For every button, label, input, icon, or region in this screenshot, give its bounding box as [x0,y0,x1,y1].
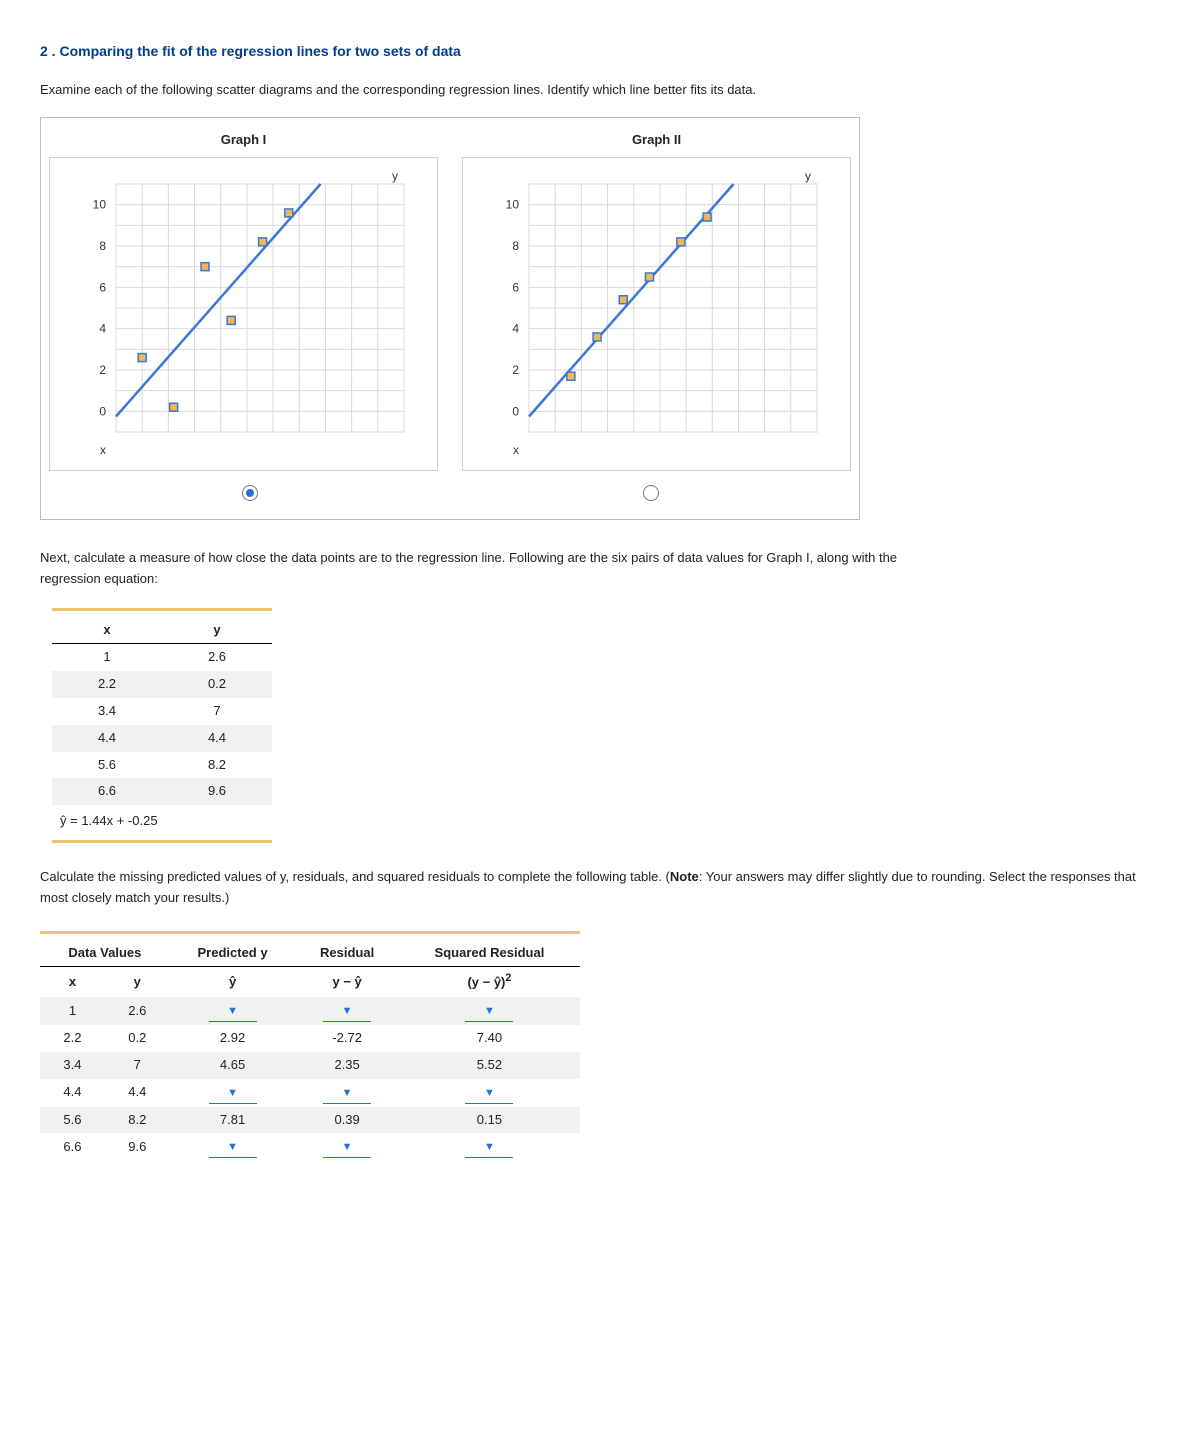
question-title: 2 . Comparing the fit of the regression … [40,40,1160,62]
calc-cell: 1 [40,997,105,1025]
calc-cell: 2.2 [40,1025,105,1052]
calc-sub-header: ŷ [170,967,296,998]
svg-text:x: x [513,443,519,457]
svg-text:6: 6 [512,280,519,294]
paragraph-2: Next, calculate a measure of how close t… [40,548,1160,590]
calc-cell: 3.4 [40,1052,105,1079]
graph-1-title: Graph I [49,126,438,157]
calc-cell: 9.6 [105,1133,170,1161]
xy-cell: 4.4 [162,725,272,752]
xy-cell: 8.2 [162,752,272,779]
xy-data-table: xy 12.62.20.23.474.44.45.68.26.69.6 ŷ = … [52,608,272,843]
svg-text:8: 8 [99,239,106,253]
answer-dropdown[interactable]: ▼ [209,1082,257,1104]
calc-cell: 8.2 [105,1107,170,1134]
calc-cell: ▼ [399,997,580,1025]
calc-group-header: Residual [295,940,398,967]
calc-cell: 2.92 [170,1025,296,1052]
calc-cell: 7.81 [170,1107,296,1134]
radio-graph-2[interactable] [643,485,659,501]
calc-cell: 0.15 [399,1107,580,1134]
answer-dropdown[interactable]: ▼ [323,1136,371,1158]
answer-dropdown[interactable]: ▼ [465,1082,513,1104]
calc-cell: 2.6 [105,997,170,1025]
answer-dropdown[interactable]: ▼ [465,1000,513,1022]
graph-2-title: Graph II [462,126,851,157]
instruction-text: Examine each of the following scatter di… [40,80,1160,101]
svg-text:0: 0 [512,404,519,418]
calc-cell: ▼ [170,1079,296,1107]
calc-sub-header: (y − ŷ)2 [399,967,580,998]
calc-cell: ▼ [170,997,296,1025]
calc-cell: 5.52 [399,1052,580,1079]
regression-equation: ŷ = 1.44x + -0.25 [52,805,272,834]
calc-group-header: Data Values [40,940,170,967]
answer-dropdown[interactable]: ▼ [209,1136,257,1158]
xy-cell: 7 [162,698,272,725]
svg-text:10: 10 [93,198,107,212]
answer-dropdown[interactable]: ▼ [323,1082,371,1104]
svg-text:2: 2 [99,363,106,377]
calc-sub-header: y [105,967,170,998]
svg-text:10: 10 [506,198,520,212]
calc-cell: 0.2 [105,1025,170,1052]
calc-cell: 0.39 [295,1107,398,1134]
calc-cell: ▼ [399,1133,580,1161]
svg-text:4: 4 [512,322,519,336]
calc-cell: ▼ [399,1079,580,1107]
calc-cell: ▼ [295,1079,398,1107]
answer-dropdown[interactable]: ▼ [209,1000,257,1022]
xy-cell: 9.6 [162,778,272,805]
xy-cell: 0.2 [162,671,272,698]
svg-text:y: y [805,169,811,183]
question-number: 2 . [40,43,56,59]
question-title-text: Comparing the fit of the regression line… [59,43,460,59]
svg-text:x: x [100,443,106,457]
xy-header: x [52,617,162,644]
xy-cell: 2.2 [52,671,162,698]
svg-text:6: 6 [99,280,106,294]
xy-cell: 6.6 [52,778,162,805]
xy-cell: 2.6 [162,644,272,671]
xy-cell: 3.4 [52,698,162,725]
calc-group-header: Predicted y [170,940,296,967]
calc-cell: 4.4 [105,1079,170,1107]
graph-1-plot: 0 2 4 6 8 10 x y [58,166,418,466]
calc-cell: 6.6 [40,1133,105,1161]
calc-table: Data ValuesPredicted yResidualSquared Re… [40,931,580,1162]
answer-dropdown[interactable]: ▼ [465,1136,513,1158]
svg-text:8: 8 [512,239,519,253]
xy-cell: 5.6 [52,752,162,779]
xy-cell: 1 [52,644,162,671]
svg-text:y: y [392,169,398,183]
svg-text:0: 0 [99,404,106,418]
calc-cell: 2.35 [295,1052,398,1079]
answer-dropdown[interactable]: ▼ [323,1000,371,1022]
calc-cell: 4.4 [40,1079,105,1107]
svg-text:4: 4 [99,322,106,336]
xy-cell: 4.4 [52,725,162,752]
graph-2-plot: 0 2 4 6 8 10 x y [471,166,831,466]
calc-cell: -2.72 [295,1025,398,1052]
calc-group-header: Squared Residual [399,940,580,967]
calc-sub-header: x [40,967,105,998]
calc-cell: 7.40 [399,1025,580,1052]
graph-2-col: Graph II 0 2 4 6 8 10 x y [462,126,851,471]
xy-header: y [162,617,272,644]
calc-cell: ▼ [295,997,398,1025]
calc-cell: 5.6 [40,1107,105,1134]
graph-1-col: Graph I 0 2 4 6 8 10 x y [49,126,438,471]
svg-text:2: 2 [512,363,519,377]
paragraph-3: Calculate the missing predicted values o… [40,867,1160,909]
radio-graph-1[interactable] [242,485,258,501]
graphs-container: Graph I 0 2 4 6 8 10 x y Graph II 0 2 4 6 8 10 x y [40,117,860,520]
calc-cell: 7 [105,1052,170,1079]
calc-cell: ▼ [295,1133,398,1161]
calc-sub-header: y − ŷ [295,967,398,998]
calc-cell: ▼ [170,1133,296,1161]
calc-cell: 4.65 [170,1052,296,1079]
